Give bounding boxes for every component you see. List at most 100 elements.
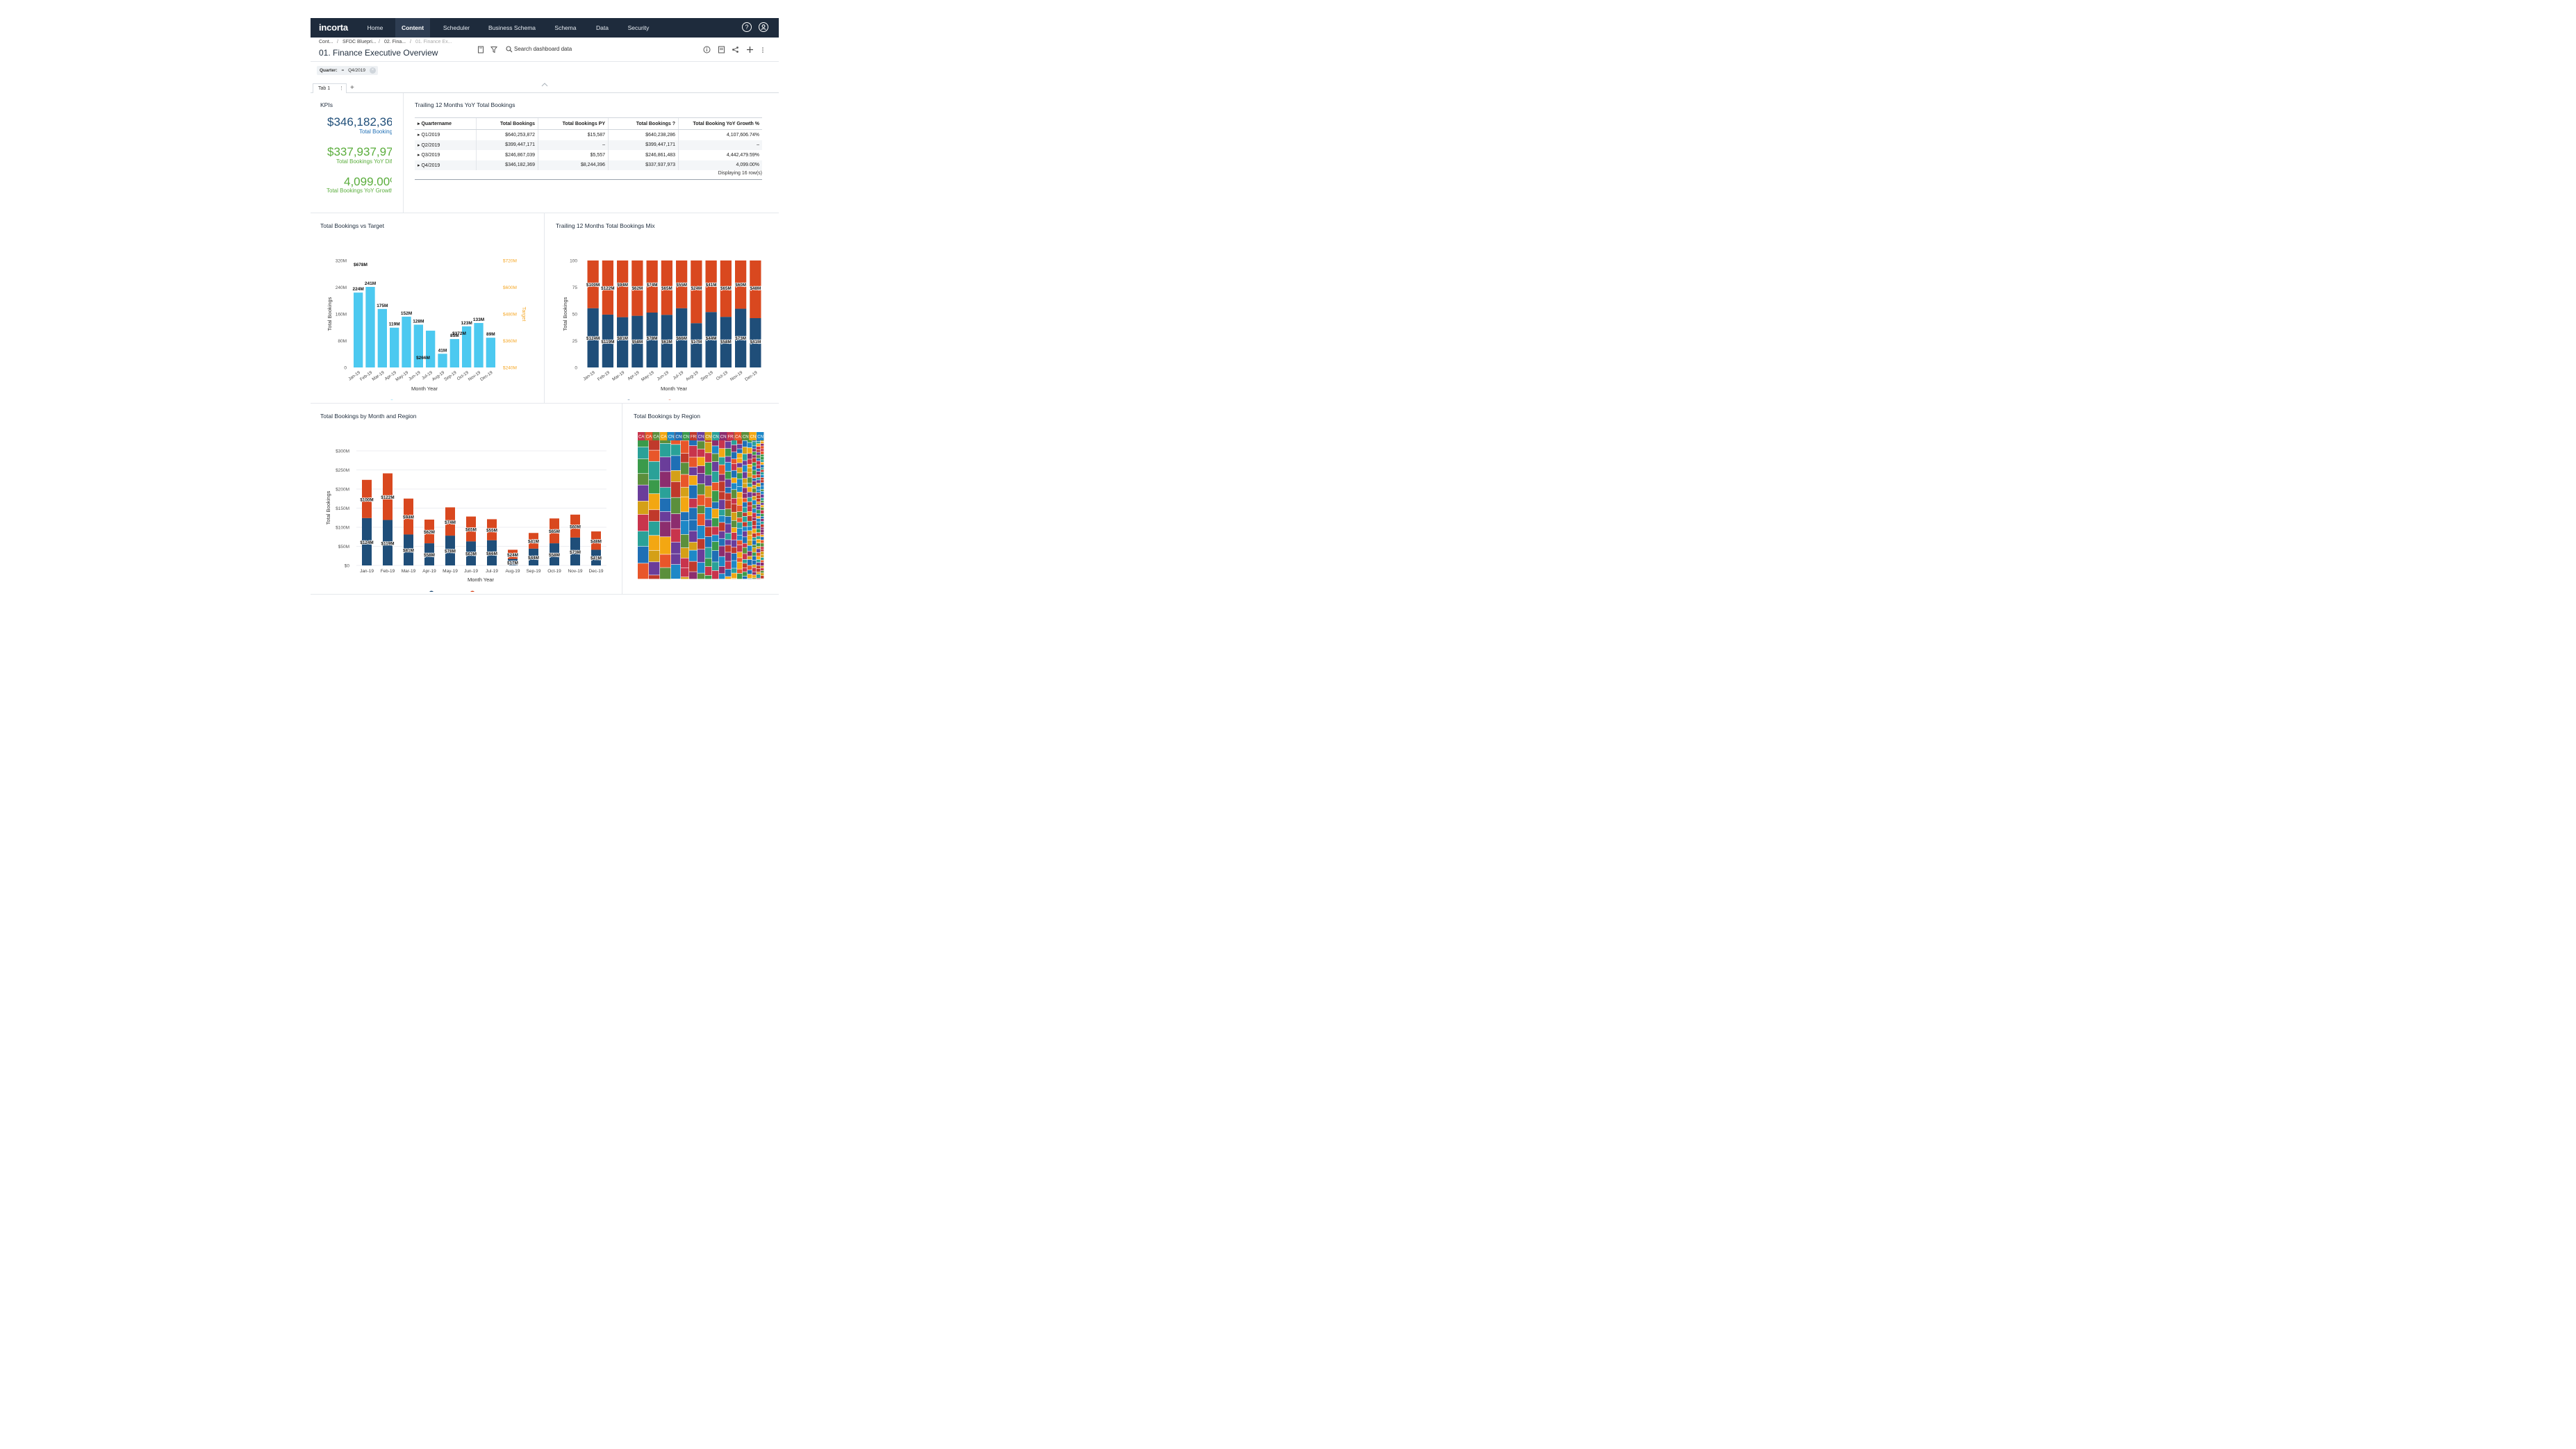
treemap-tile[interactable] [638, 458, 649, 474]
treemap-tile[interactable] [743, 461, 748, 465]
treemap-tile[interactable] [732, 512, 737, 520]
bar-segment[interactable] [466, 516, 476, 542]
treemap-tile[interactable] [732, 438, 737, 445]
treemap-tile[interactable] [761, 477, 764, 480]
legend-swatch[interactable] [668, 399, 672, 401]
treemap-tile[interactable] [732, 470, 737, 478]
bar[interactable] [474, 322, 484, 367]
treemap-tile[interactable] [712, 502, 719, 509]
treemap-tile[interactable] [737, 467, 743, 473]
treemap-tile[interactable] [712, 461, 719, 472]
treemap-tile[interactable] [737, 498, 743, 505]
treemap-tile[interactable] [697, 514, 705, 526]
bar-segment[interactable] [735, 260, 747, 309]
treemap-tile[interactable] [752, 463, 757, 466]
treemap-tile[interactable] [752, 492, 757, 496]
treemap-tile[interactable] [748, 464, 752, 468]
treemap-tile[interactable] [649, 510, 660, 522]
treemap-tile[interactable] [638, 563, 649, 579]
treemap-tile[interactable] [712, 432, 720, 440]
treemap-tile[interactable] [761, 446, 764, 449]
bar-segment[interactable] [529, 533, 538, 549]
treemap-tile[interactable] [732, 520, 737, 528]
nav-content[interactable]: Content [395, 18, 430, 38]
treemap-tile[interactable] [757, 506, 761, 510]
treemap-tile[interactable] [752, 529, 757, 533]
treemap-tile[interactable] [705, 520, 712, 527]
treemap-tile[interactable] [743, 472, 748, 479]
treemap-tile[interactable] [761, 576, 764, 579]
treemap-tile[interactable] [757, 516, 761, 519]
treemap-tile[interactable] [660, 498, 671, 512]
treemap-tile[interactable] [732, 540, 737, 547]
treemap-tile[interactable] [752, 545, 757, 548]
treemap-tile[interactable] [737, 545, 743, 552]
treemap-tile[interactable] [757, 504, 761, 506]
treemap-tile[interactable] [752, 466, 757, 470]
treemap-tile[interactable] [737, 473, 743, 479]
treemap-tile[interactable] [757, 449, 761, 452]
breadcrumb-1[interactable]: SFDC Bluepri... [342, 40, 377, 44]
treemap-tile[interactable] [705, 536, 712, 547]
treemap-tile[interactable] [752, 449, 757, 452]
bar-segment[interactable] [445, 536, 455, 565]
notes-icon[interactable] [718, 46, 725, 53]
treemap-tile[interactable] [719, 538, 725, 546]
bar-segment[interactable] [424, 543, 434, 565]
treemap-tile[interactable] [689, 467, 697, 476]
nav-security[interactable]: Security [627, 24, 650, 31]
treemap-tile[interactable] [725, 479, 732, 488]
bar-segment[interactable] [445, 507, 455, 536]
bar[interactable] [390, 327, 399, 367]
treemap-tile[interactable] [660, 522, 671, 537]
treemap-tile[interactable] [671, 470, 681, 482]
treemap-tile[interactable] [757, 559, 761, 563]
treemap-tile[interactable] [725, 545, 732, 552]
treemap-tile[interactable] [757, 574, 761, 578]
treemap-tile[interactable] [689, 550, 697, 561]
treemap-tile[interactable] [749, 432, 757, 440]
treemap-tile[interactable] [704, 432, 712, 440]
treemap-tile[interactable] [660, 568, 671, 579]
treemap-tile[interactable] [681, 520, 689, 535]
treemap-tile[interactable] [737, 562, 743, 569]
treemap-tile[interactable] [681, 463, 689, 474]
treemap-tile[interactable] [660, 511, 671, 522]
treemap-tile[interactable] [697, 457, 705, 466]
treemap-tile[interactable] [757, 432, 764, 440]
treemap-tile[interactable] [660, 488, 671, 498]
bar-segment[interactable] [383, 520, 393, 565]
treemap-tile[interactable] [761, 480, 764, 483]
treemap-tile[interactable] [649, 461, 660, 480]
legend-label[interactable]: New Logo [477, 590, 501, 592]
treemap-tile[interactable] [638, 447, 649, 459]
treemap-tile[interactable] [697, 495, 705, 506]
treemap-tile[interactable] [761, 501, 764, 503]
breadcrumb-0[interactable]: Cont... [319, 40, 333, 44]
row-quarter[interactable]: ▸ Q1/2019 [418, 133, 440, 138]
row-quarter[interactable]: ▸ Q4/2019 [415, 160, 477, 170]
search-input[interactable]: Search dashboard data [514, 46, 572, 52]
treemap-tile[interactable] [712, 438, 719, 446]
treemap-tile[interactable] [697, 473, 705, 484]
treemap-tile[interactable] [725, 456, 732, 463]
treemap-tile[interactable] [671, 456, 681, 471]
bar-segment[interactable] [735, 308, 747, 367]
treemap-tile[interactable] [705, 527, 712, 537]
treemap-tile[interactable] [705, 558, 712, 567]
treemap-tile[interactable] [761, 573, 764, 576]
treemap-tile[interactable] [727, 432, 734, 440]
treemap-tile[interactable] [752, 520, 757, 526]
bar-segment[interactable] [508, 558, 518, 565]
treemap-tile[interactable] [757, 556, 761, 560]
treemap-tile[interactable] [757, 492, 761, 495]
treemap-tile[interactable] [667, 432, 675, 440]
treemap-tile[interactable] [748, 447, 752, 454]
bar-segment[interactable] [570, 537, 580, 565]
treemap-tile[interactable] [732, 490, 737, 499]
bar-segment[interactable] [487, 540, 497, 565]
treemap-tile[interactable] [757, 510, 761, 513]
treemap-tile[interactable] [752, 547, 757, 552]
help-icon[interactable]: ? [742, 22, 752, 32]
treemap-tile[interactable] [752, 488, 757, 492]
